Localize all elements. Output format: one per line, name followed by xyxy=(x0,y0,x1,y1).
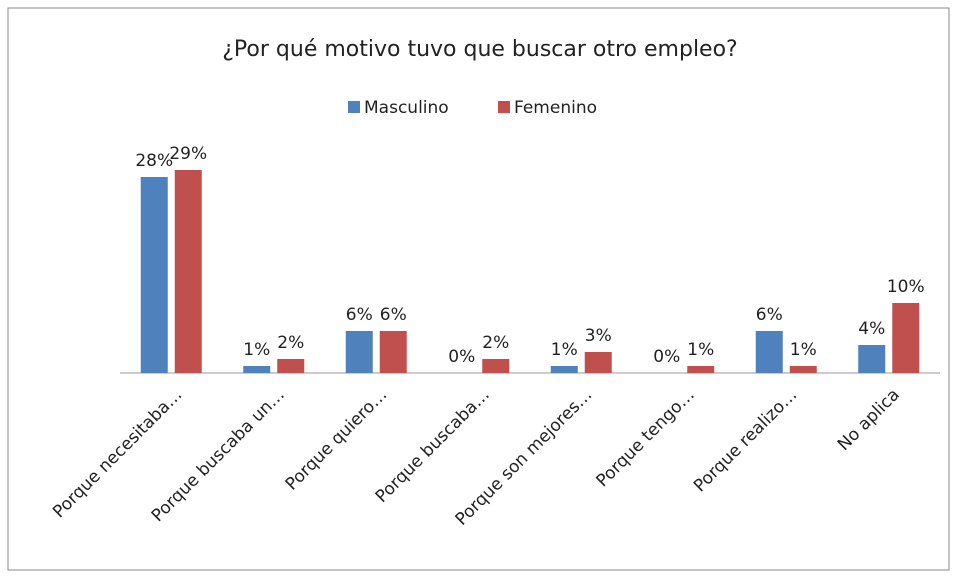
data-label: 2% xyxy=(482,333,509,353)
bar xyxy=(550,366,578,373)
data-label: 28% xyxy=(135,151,173,171)
data-label: 1% xyxy=(687,340,714,360)
bar xyxy=(277,359,305,373)
bar xyxy=(379,331,407,373)
data-label: 0% xyxy=(448,347,475,367)
bar xyxy=(243,366,271,373)
legend-swatch xyxy=(348,101,360,113)
data-label: 1% xyxy=(551,340,578,360)
bar xyxy=(789,366,817,373)
bar xyxy=(584,352,612,373)
data-label: 10% xyxy=(887,277,925,297)
bar xyxy=(755,331,783,373)
bar xyxy=(140,177,168,373)
bar xyxy=(892,303,920,373)
data-label: 2% xyxy=(277,333,304,353)
chart-title: ¿Por qué motivo tuvo que buscar otro emp… xyxy=(222,37,737,62)
data-label: 6% xyxy=(756,305,783,325)
data-label: 4% xyxy=(858,319,885,339)
bar xyxy=(345,331,373,373)
legend-label: Masculino xyxy=(364,98,449,118)
bar xyxy=(858,345,886,373)
bar xyxy=(482,359,510,373)
data-label: 1% xyxy=(790,340,817,360)
data-label: 3% xyxy=(585,326,612,346)
bar xyxy=(174,170,202,373)
data-label: 6% xyxy=(346,305,373,325)
bar xyxy=(687,366,715,373)
data-label: 29% xyxy=(169,144,207,164)
legend-label: Femenino xyxy=(514,98,597,118)
data-label: 0% xyxy=(653,347,680,367)
legend-swatch xyxy=(498,101,510,113)
data-label: 1% xyxy=(243,340,270,360)
data-label: 6% xyxy=(380,305,407,325)
